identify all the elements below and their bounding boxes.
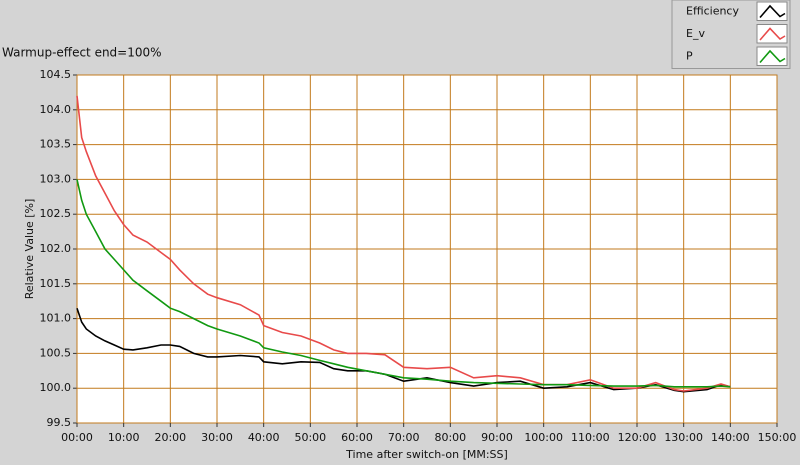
series-line (76, 179, 731, 388)
y-tick-label: 100.0 (40, 381, 72, 394)
legend-swatch (759, 27, 786, 41)
x-tick-label: 130:00 (664, 431, 703, 444)
legend-swatch (759, 4, 786, 19)
x-tick-label: 00:00 (61, 431, 93, 444)
y-tick-label: 101.0 (40, 312, 72, 325)
legend-swatch (759, 49, 786, 64)
legend-label: P (686, 49, 693, 62)
y-tick-label: 100.5 (40, 346, 72, 359)
x-tick-label: 110:00 (571, 431, 610, 444)
series-line (76, 95, 731, 392)
legend: Efficiency E_v P (671, 0, 791, 69)
x-tick-label: 90:00 (481, 431, 513, 444)
y-tick-label: 102.0 (40, 242, 72, 255)
x-tick-label: 60:00 (341, 431, 373, 444)
legend-swatch-box (756, 24, 788, 44)
legend-label: Efficiency (686, 4, 739, 17)
legend-swatch-box (756, 46, 788, 66)
x-tick-label: 30:00 (201, 431, 233, 444)
y-tick-label: 103.0 (40, 172, 72, 185)
x-tick-label: 10:00 (108, 431, 140, 444)
legend-label: E_v (686, 27, 705, 40)
legend-swatch-box (756, 1, 788, 21)
x-tick-label: 70:00 (388, 431, 420, 444)
series-line (76, 307, 731, 393)
y-tick-label: 103.5 (40, 138, 72, 151)
y-axis-label: Relative Value [%] (23, 199, 36, 300)
y-tick-label: 101.5 (40, 277, 72, 290)
x-tick-label: 50:00 (294, 431, 326, 444)
y-tick-label: 104.5 (40, 68, 72, 81)
y-tick-label: 102.5 (40, 207, 72, 220)
x-tick-label: 20:00 (154, 431, 186, 444)
x-tick-label: 100:00 (524, 431, 563, 444)
x-tick-label: 150:00 (758, 431, 797, 444)
chart-title: Warmup-effect end=100% (2, 46, 162, 60)
y-tick-label: 104.0 (40, 103, 72, 116)
x-tick-label: 140:00 (711, 431, 750, 444)
x-axis-label: Time after switch-on [MM:SS] (345, 448, 508, 461)
x-tick-label: 120:00 (618, 431, 657, 444)
x-tick-label: 40:00 (248, 431, 280, 444)
y-tick-label: 99.5 (47, 416, 72, 429)
x-tick-label: 80:00 (434, 431, 466, 444)
